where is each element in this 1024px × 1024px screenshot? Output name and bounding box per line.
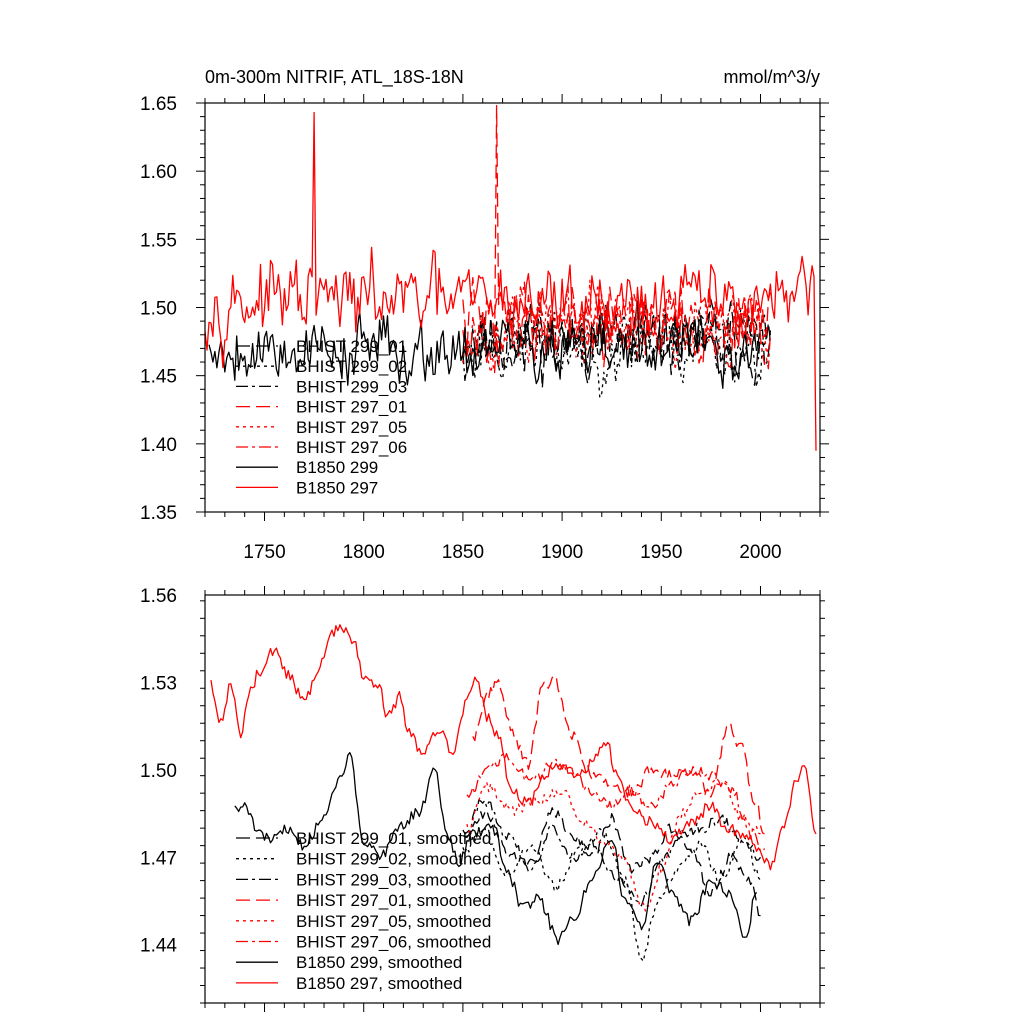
- series-line-5: [466, 779, 761, 912]
- y-tick-label: 1.56: [140, 586, 177, 607]
- series-line-2: [462, 310, 772, 399]
- y-tick-label: 1.40: [140, 435, 177, 456]
- series-line-3: [462, 799, 762, 907]
- y-tick-label: 1.35: [140, 503, 177, 524]
- plot-frame: [204, 594, 821, 1004]
- legend-label: B1850 299: [296, 458, 378, 477]
- y-tick-label: 1.53: [140, 673, 177, 694]
- legend-label: BHIST 299_03: [296, 377, 407, 396]
- bottom-panel: 1.44 1.47 1.50 1.53 1.56 BHIST 299_01, smoot…: [140, 586, 825, 1012]
- y-tick-label: 1.60: [140, 162, 177, 183]
- legend-label: BHIST 299_01: [296, 337, 407, 356]
- y-tick-label: 1.50: [140, 299, 177, 320]
- legend-label: BHIST 297_01: [296, 398, 407, 417]
- legend-label: BHIST 297_01, smoothed: [296, 891, 491, 910]
- legend-label: BHIST 299_02, smoothed: [296, 850, 491, 869]
- bottom-legend: BHIST 299_01, smoothed BHIST 299_02, smoo…: [236, 829, 491, 993]
- units-label: mmol/m^3/y: [724, 67, 820, 87]
- top-panel: 0m-300m NITRIF, ATL_18S-18N mmol/m^3/y 1…: [140, 67, 829, 563]
- x-tick-label: 2000: [739, 542, 781, 563]
- legend-label: BHIST 297_05: [296, 418, 407, 437]
- chart-title: 0m-300m NITRIF, ATL_18S-18N: [205, 67, 464, 88]
- legend-label: BHIST 297_06: [296, 438, 407, 457]
- x-tick-label: 1850: [442, 542, 484, 563]
- y-tick-label: 1.47: [140, 848, 177, 869]
- y-tick-label: 1.50: [140, 761, 177, 782]
- legend-label: B1850 299, smoothed: [296, 953, 462, 972]
- series-line-8: [210, 624, 817, 871]
- top-axes: 1750 1800 1850 1900 1950 2000 1.35 1.40 1.45 1.50…: [140, 94, 829, 563]
- top-series-group: [205, 105, 817, 451]
- y-tick-label: 1.55: [140, 230, 177, 251]
- x-tick-label: 1750: [243, 542, 285, 563]
- series-line-6: [466, 752, 766, 853]
- series-line-7: [208, 300, 758, 389]
- legend-label: BHIST 297_06, smoothed: [296, 933, 491, 952]
- legend-label: B1850 297, smoothed: [296, 974, 462, 993]
- legend-label: BHIST 299_02: [296, 357, 407, 376]
- legend-label: B1850 297: [296, 478, 378, 497]
- series-line-4: [462, 105, 772, 368]
- y-tick-label: 1.65: [140, 94, 177, 115]
- y-tick-label: 1.45: [140, 367, 177, 388]
- series-line-8: [205, 111, 817, 451]
- bottom-series-group: [210, 624, 817, 962]
- series-line-4: [472, 675, 765, 835]
- bottom-axes: 1.44 1.47 1.50 1.53 1.56: [140, 586, 825, 1012]
- y-tick-label: 1.44: [140, 936, 177, 957]
- legend-label: BHIST 299_01, smoothed: [296, 829, 491, 848]
- series-line-7: [234, 751, 758, 946]
- x-tick-label: 1950: [640, 542, 682, 563]
- x-tick-label: 1900: [541, 542, 583, 563]
- x-tick-label: 1800: [343, 542, 385, 563]
- legend-label: BHIST 299_03, smoothed: [296, 870, 491, 889]
- legend-label: BHIST 297_05, smoothed: [296, 912, 491, 931]
- series-line-1: [462, 807, 761, 917]
